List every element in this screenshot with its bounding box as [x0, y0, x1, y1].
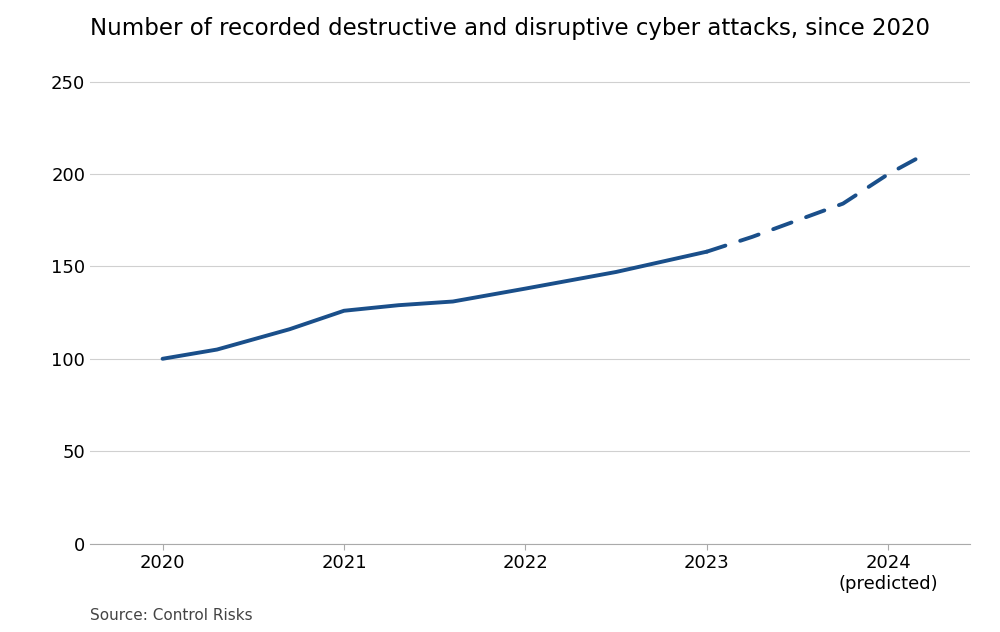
- Text: Number of recorded destructive and disruptive cyber attacks, since 2020: Number of recorded destructive and disru…: [90, 18, 930, 40]
- Text: Source: Control Risks: Source: Control Risks: [90, 607, 253, 623]
